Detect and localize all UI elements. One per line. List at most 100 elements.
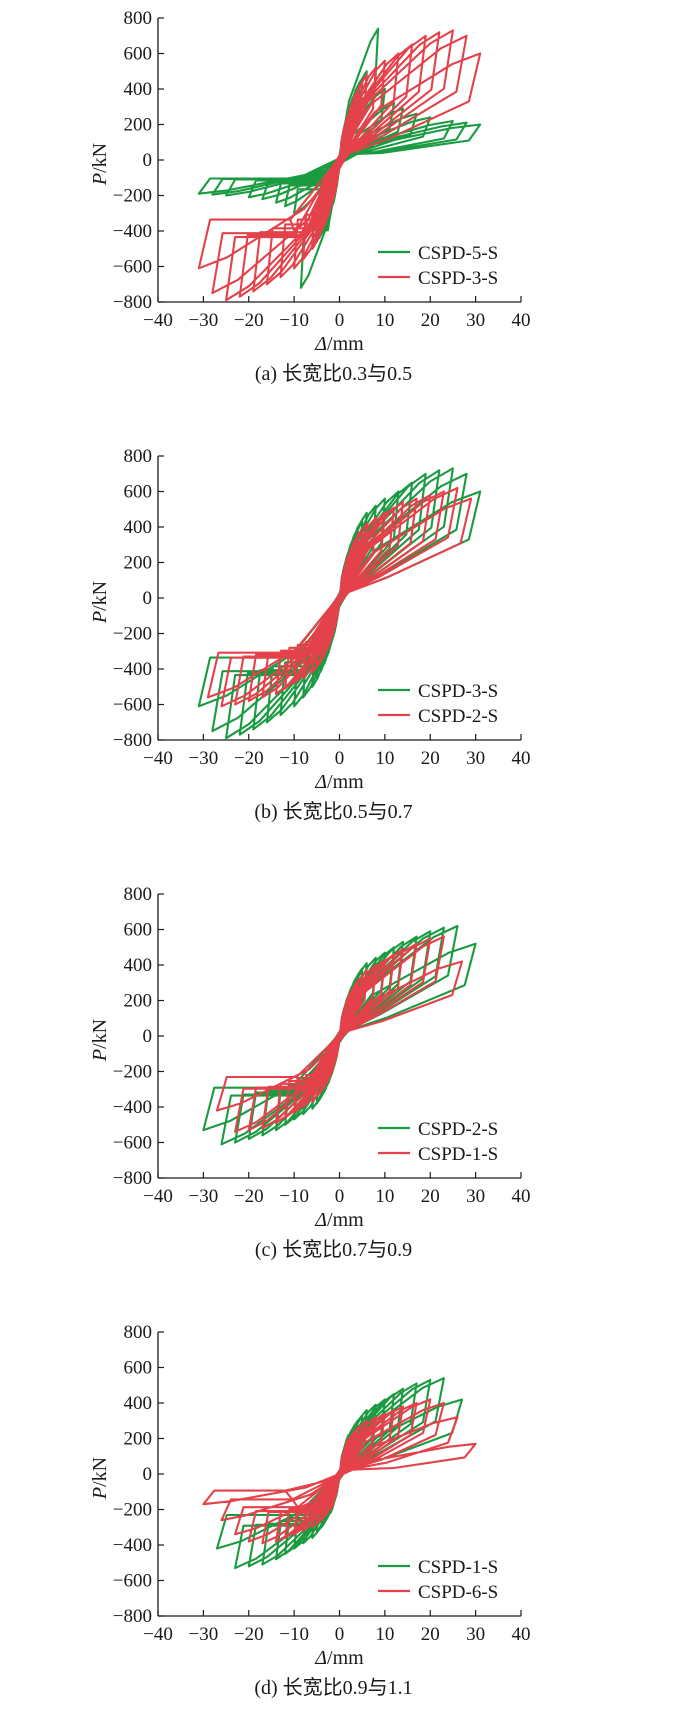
x-axis-unit: /mm xyxy=(327,1647,364,1669)
legend-label: CSPD-3-S xyxy=(418,268,498,289)
x-tick-label: −40 xyxy=(143,748,173,769)
hysteresis-loop-cspd-1-s xyxy=(215,935,464,1133)
y-tick-label: 0 xyxy=(143,150,153,171)
y-tick-label: 600 xyxy=(124,44,153,65)
y-tick-label: 800 xyxy=(124,1322,153,1343)
y-tick-label: −800 xyxy=(113,292,152,313)
y-tick-label: 600 xyxy=(124,920,153,941)
x-tick-label: −20 xyxy=(234,1186,264,1207)
y-tick-label: 0 xyxy=(143,1464,153,1485)
x-tick-label: −30 xyxy=(189,310,219,331)
legend-label: CSPD-1-S xyxy=(418,1144,498,1165)
x-tick-label: 20 xyxy=(421,310,440,331)
x-tick-label: 30 xyxy=(466,310,485,331)
x-tick-label: 40 xyxy=(512,748,531,769)
y-tick-label: −600 xyxy=(113,1133,152,1154)
y-tick-label: 800 xyxy=(124,884,153,905)
y-tick-label: 600 xyxy=(124,1358,153,1379)
x-tick-label: −30 xyxy=(189,748,219,769)
x-axis-unit: /mm xyxy=(327,333,364,355)
hysteresis-loop-cspd-2-s xyxy=(206,486,473,708)
y-tick-label: −200 xyxy=(113,1500,152,1521)
y-tick-label: 800 xyxy=(124,446,153,467)
y-axis-unit: /kN xyxy=(89,1019,111,1049)
legend-label: CSPD-1-S xyxy=(418,1557,498,1578)
x-axis-variable: Δ xyxy=(314,771,327,793)
y-tick-label: −600 xyxy=(113,695,152,716)
y-tick-label: −200 xyxy=(113,624,152,645)
panel-caption: (c) 长宽比0.7与0.9 xyxy=(255,1238,412,1261)
x-tick-label: −30 xyxy=(189,1624,219,1645)
y-tick-label: −600 xyxy=(113,1571,152,1592)
x-tick-label: 10 xyxy=(375,1624,394,1645)
x-tick-label: 10 xyxy=(375,1186,394,1207)
x-axis-title: Δ/mm xyxy=(314,1647,364,1669)
y-tick-label: 200 xyxy=(124,553,153,574)
y-tick-label: 400 xyxy=(124,79,153,100)
panel-caption: (b) 长宽比0.5与0.7 xyxy=(254,800,412,823)
y-tick-label: 200 xyxy=(124,115,153,136)
y-tick-label: 200 xyxy=(124,991,153,1012)
legend-label: CSPD-5-S xyxy=(418,243,498,264)
x-tick-label: 0 xyxy=(335,748,345,769)
y-tick-label: −400 xyxy=(113,221,152,242)
x-tick-label: 20 xyxy=(421,1186,440,1207)
y-tick-label: 400 xyxy=(124,517,153,538)
x-tick-label: −20 xyxy=(234,1624,264,1645)
legend-label: CSPD-2-S xyxy=(418,1119,498,1140)
x-tick-label: −10 xyxy=(279,310,309,331)
x-tick-label: 0 xyxy=(335,1186,345,1207)
panel-caption: (a) 长宽比0.3与0.5 xyxy=(255,362,412,385)
x-tick-label: 30 xyxy=(466,1624,485,1645)
x-axis-unit: /mm xyxy=(327,771,364,793)
y-axis-variable: P xyxy=(89,1487,111,1500)
x-tick-label: −30 xyxy=(189,1186,219,1207)
x-axis-title: Δ/mm xyxy=(314,1209,364,1231)
x-tick-label: 40 xyxy=(512,310,531,331)
y-axis-title: P/kN xyxy=(89,581,111,624)
x-tick-label: −20 xyxy=(234,748,264,769)
y-tick-label: 0 xyxy=(143,1026,153,1047)
legend-label: CSPD-2-S xyxy=(418,706,498,727)
hysteresis-loop-cspd-6-s xyxy=(202,1398,477,1545)
x-tick-label: 0 xyxy=(335,1624,345,1645)
y-axis-unit: /kN xyxy=(89,581,111,611)
y-axis-variable: P xyxy=(89,173,111,186)
hysteresis-loop-cspd-3-s xyxy=(197,29,482,302)
y-axis-title: P/kN xyxy=(89,143,111,186)
y-axis-unit: /kN xyxy=(89,143,111,173)
x-tick-label: −40 xyxy=(143,1624,173,1645)
y-axis-title: P/kN xyxy=(89,1019,111,1062)
panel-caption: (d) 长宽比0.9与1.1 xyxy=(254,1676,412,1699)
y-tick-label: −800 xyxy=(113,1168,152,1189)
x-tick-label: −40 xyxy=(143,1186,173,1207)
x-tick-label: 40 xyxy=(512,1186,531,1207)
y-tick-label: −400 xyxy=(113,1097,152,1118)
x-tick-label: 20 xyxy=(421,748,440,769)
y-tick-label: −600 xyxy=(113,257,152,278)
x-tick-label: −20 xyxy=(234,310,264,331)
x-axis-title: Δ/mm xyxy=(314,333,364,355)
x-axis-title: Δ/mm xyxy=(314,771,364,793)
y-axis-unit: /kN xyxy=(89,1457,111,1487)
x-tick-label: 10 xyxy=(375,310,394,331)
y-axis-title: P/kN xyxy=(89,1457,111,1500)
x-tick-label: −10 xyxy=(279,1186,309,1207)
x-tick-label: 40 xyxy=(512,1624,531,1645)
y-tick-label: −400 xyxy=(113,659,152,680)
y-tick-label: 0 xyxy=(143,588,153,609)
x-tick-label: −10 xyxy=(279,1624,309,1645)
y-tick-label: −800 xyxy=(113,730,152,751)
legend-label: CSPD-3-S xyxy=(418,681,498,702)
x-tick-label: 20 xyxy=(421,1624,440,1645)
y-tick-label: −200 xyxy=(113,1062,152,1083)
x-tick-label: 0 xyxy=(335,310,345,331)
x-tick-label: 30 xyxy=(466,1186,485,1207)
x-axis-variable: Δ xyxy=(314,1209,327,1231)
x-tick-label: 10 xyxy=(375,748,394,769)
